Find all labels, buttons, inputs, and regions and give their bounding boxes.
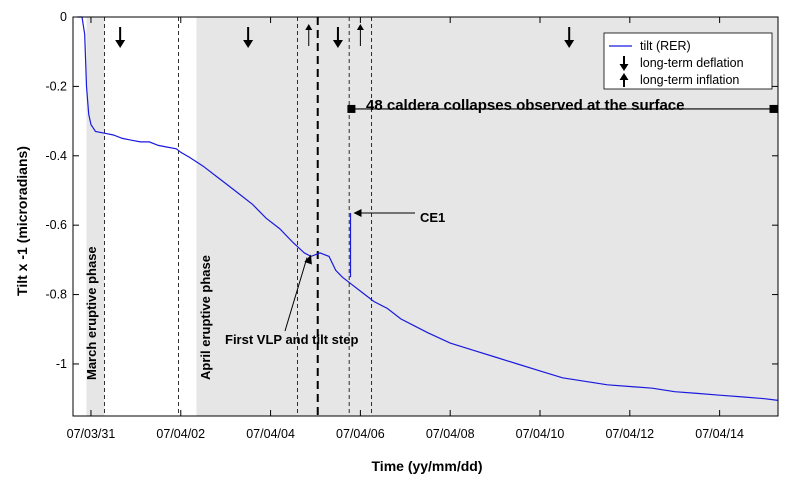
plot-frame bbox=[72, 16, 779, 417]
caldera-span-end-marker bbox=[769, 104, 778, 113]
ce1-pointer-head bbox=[353, 209, 362, 218]
phase-shading-0 bbox=[86, 17, 105, 416]
up-arrow-icon bbox=[305, 24, 313, 30]
legend-label-inflation: long-term inflation bbox=[640, 73, 739, 87]
caldera-collapse-label: 48 caldera collapses observed at the sur… bbox=[366, 97, 685, 114]
first-vlp-pointer-head bbox=[304, 254, 312, 265]
march-phase-label: March eruptive phase bbox=[84, 246, 99, 380]
y-tick-label: 0 bbox=[60, 10, 67, 24]
y-tick-label: -1 bbox=[56, 357, 67, 371]
annotation-layer bbox=[115, 24, 778, 332]
tilt-series-layer bbox=[77, 16, 779, 401]
down-arrow-icon bbox=[619, 56, 629, 71]
x-tick-label: 07/04/12 bbox=[605, 427, 654, 441]
axes-layer: 0 -0.2 -0.4 -0.6 -0.8 -1 07/03/31 07/04/02 07/04… bbox=[45, 10, 779, 441]
first-vlp-label: First VLP and tilt step bbox=[225, 332, 358, 347]
y-tick-label: -0.4 bbox=[45, 149, 67, 163]
y-tick-label: -0.2 bbox=[45, 79, 67, 93]
legend-label-deflation: long-term deflation bbox=[640, 56, 744, 70]
x-axis-title: Time (yy/mm/dd) bbox=[372, 458, 483, 474]
x-tick-label: 07/04/06 bbox=[336, 427, 385, 441]
april-phase-label: April eruptive phase bbox=[198, 255, 213, 380]
x-tick-label: 07/04/04 bbox=[246, 427, 295, 441]
x-tick-label: 07/04/02 bbox=[156, 427, 205, 441]
down-arrow-icon bbox=[115, 40, 126, 48]
event-dashed-lines bbox=[104, 17, 373, 416]
x-tick-label: 07/04/14 bbox=[695, 427, 744, 441]
x-tick-label: 07/04/10 bbox=[516, 427, 565, 441]
legend-label-tilt: tilt (RER) bbox=[640, 39, 691, 53]
down-arrow-icon bbox=[243, 40, 254, 48]
legend-box bbox=[603, 32, 773, 90]
x-tick-label: 07/03/31 bbox=[67, 427, 116, 441]
ce1-label: CE1 bbox=[420, 210, 445, 225]
down-arrow-icon bbox=[564, 40, 575, 48]
up-arrow-icon bbox=[619, 73, 629, 87]
y-tick-label: -0.8 bbox=[45, 288, 67, 302]
down-arrow-icon bbox=[332, 40, 343, 48]
caldera-span-start-marker bbox=[347, 104, 356, 113]
up-arrow-icon bbox=[356, 24, 364, 30]
first-vlp-pointer-line bbox=[284, 257, 308, 332]
y-axis-title: Tilt x -1 (microradians) bbox=[14, 146, 30, 296]
x-tick-label: 07/04/08 bbox=[426, 427, 475, 441]
tilt-series-line bbox=[77, 16, 779, 401]
legend: tilt (RER) long-term deflation long-term… bbox=[603, 32, 773, 90]
y-tick-label: -0.6 bbox=[45, 218, 67, 232]
